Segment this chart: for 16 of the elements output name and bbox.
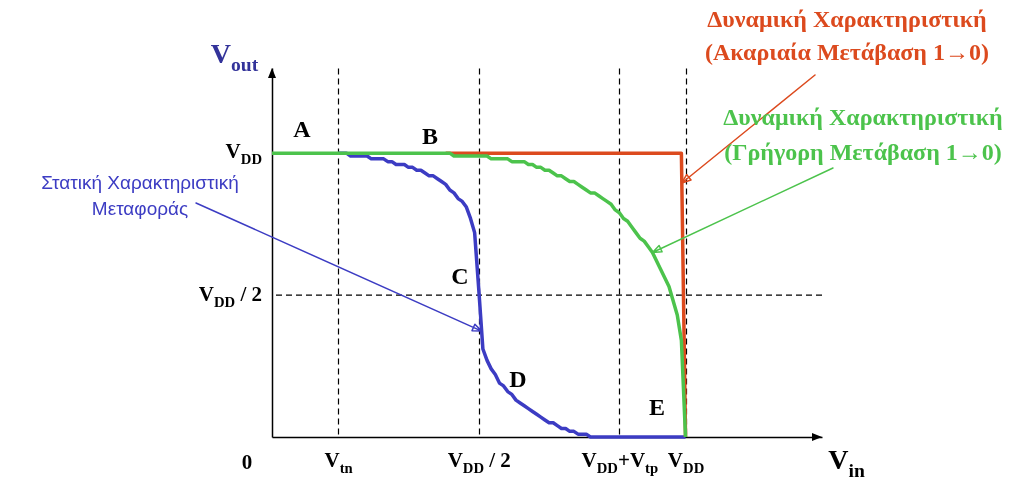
annotation: C bbox=[451, 263, 469, 289]
text: Στατική Χαρακτηριστική Μεταφοράς bbox=[41, 172, 239, 219]
x-axis-title: V$_{in}$ bbox=[828, 443, 865, 481]
text: Δυναμική Χαρακτηριστική (Ακαριαία Μετάβαση 1→0) bbox=[705, 6, 989, 65]
x-tick-label: V$_{DD}$ bbox=[667, 447, 705, 476]
x-tick-label: V$_{tn}$ bbox=[324, 447, 353, 476]
y-axis-title: V$_{out}$ bbox=[210, 37, 259, 75]
text: B bbox=[421, 123, 439, 149]
annotation: D bbox=[509, 366, 527, 392]
x-tick-label: V$_{DD}$ / 2 bbox=[447, 447, 511, 476]
text: A bbox=[293, 116, 312, 142]
ref-line-label: V$_{DD}$ / 2 bbox=[198, 282, 262, 310]
x-tick-label: V$_{DD}$+V$_{tp}$ bbox=[581, 447, 659, 476]
text: 0 bbox=[241, 450, 253, 474]
text: V$_{DD}$ bbox=[225, 139, 262, 167]
annotation: E bbox=[648, 394, 666, 420]
